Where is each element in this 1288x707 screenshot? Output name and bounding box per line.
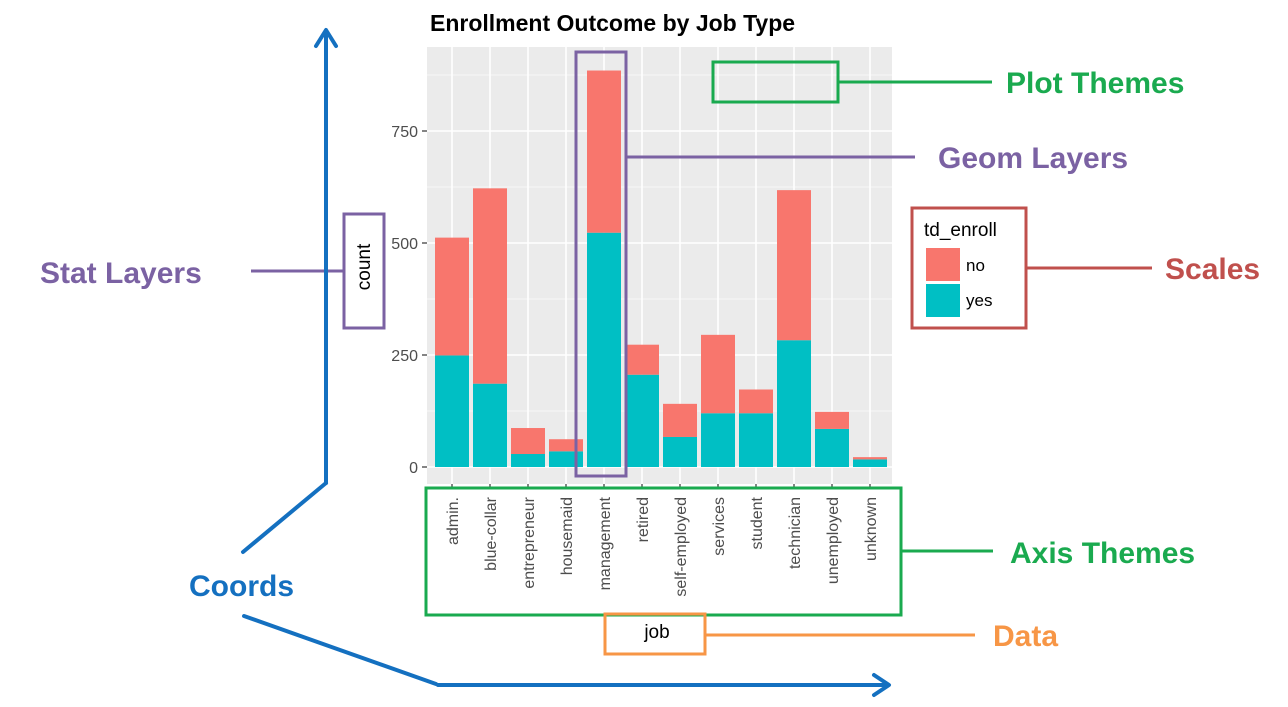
plot-themes-label: Plot Themes: [1006, 67, 1184, 100]
x-tick-label: management: [597, 496, 614, 590]
bar-yes-housemaid: [549, 451, 583, 467]
bar-no-admin: [435, 237, 469, 356]
bar-no-unemployed: [815, 411, 849, 429]
stat-layers-label: Stat Layers: [40, 257, 202, 290]
bar-yes-selfemployed: [663, 436, 697, 467]
x-tick-label: housemaid: [559, 497, 576, 575]
bar-yes-unemployed: [815, 428, 849, 467]
legend-label-yes: yes: [966, 291, 992, 310]
bar-yes-entrepreneur: [511, 454, 545, 467]
bars: [435, 70, 887, 467]
x-tick-label: unemployed: [825, 497, 842, 584]
legend-label-no: no: [966, 256, 985, 275]
legend-title: td_enroll: [924, 220, 997, 241]
bar-yes-bluecollar: [473, 383, 507, 467]
bar-yes-unknown: [853, 459, 887, 467]
x-tick-label: entrepreneur: [521, 496, 538, 588]
geom-layers-box: [574, 50, 628, 478]
coords-x-arrowhead: [872, 673, 891, 697]
bar-no-entrepreneur: [511, 428, 545, 455]
bar-no-management: [587, 70, 621, 233]
bar-no-unknown: [853, 457, 887, 460]
legend-key-no: [926, 248, 960, 281]
legend-key-yes: [926, 284, 960, 317]
geom-layers-label: Geom Layers: [938, 142, 1128, 175]
x-tick-label: services: [711, 497, 728, 556]
bar-no-student: [739, 389, 773, 414]
bar-yes-management: [587, 232, 621, 467]
chart-title: Enrollment Outcome by Job Type: [430, 10, 795, 36]
y-tick-label: 250: [391, 348, 418, 365]
bar-yes-admin: [435, 355, 469, 467]
bar-no-services: [701, 334, 735, 414]
bar-yes-services: [701, 413, 735, 467]
x-tick-label: admin.: [445, 497, 462, 545]
coords-y-arrowhead: [314, 28, 338, 48]
axis-themes-label: Axis Themes: [1010, 537, 1195, 570]
y-tick-label: 0: [409, 460, 418, 477]
y-tick-label: 500: [391, 236, 418, 253]
scales-label: Scales: [1165, 253, 1260, 286]
data-label: Data: [993, 620, 1058, 653]
x-tick-label: retired: [635, 497, 652, 542]
coords-axes: [241, 28, 891, 697]
bar-no-bluecollar: [473, 188, 507, 384]
legend: td_enroll no yes: [924, 220, 997, 317]
bar-no-retired: [625, 344, 659, 375]
y-axis-title: count: [354, 243, 375, 290]
coords-label: Coords: [189, 570, 294, 603]
x-tick-label: technician: [787, 497, 804, 569]
bar-no-housemaid: [549, 439, 583, 452]
bar-no-selfemployed: [663, 403, 697, 437]
coords-lower-pointer: [242, 614, 438, 686]
bar-no-technician: [777, 190, 811, 341]
bar-yes-technician: [777, 340, 811, 467]
x-axis-ticks: admin. blue-collar entrepreneur housemaid ma…: [445, 484, 880, 597]
x-tick-label: self-employed: [673, 497, 690, 597]
y-tick-label: 750: [391, 124, 418, 141]
coords-upper-pointer: [241, 481, 328, 554]
y-axis-ticks: 0 250 500 750: [391, 124, 427, 477]
x-tick-label: unknown: [863, 497, 880, 561]
x-axis-title: job: [643, 622, 669, 643]
x-tick-label: blue-collar: [483, 496, 500, 570]
x-tick-label: student: [749, 496, 766, 549]
bar-yes-retired: [625, 374, 659, 467]
bar-yes-student: [739, 413, 773, 467]
